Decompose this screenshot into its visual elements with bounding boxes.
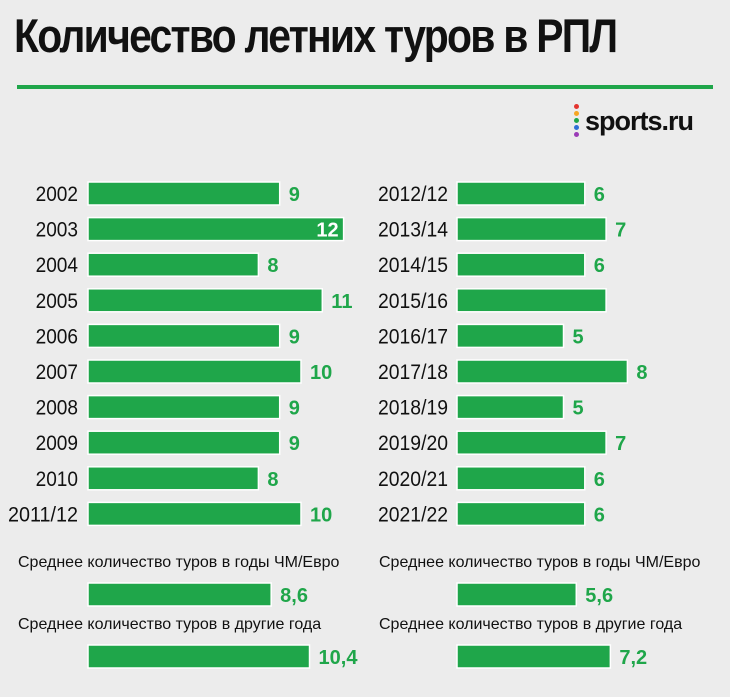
category-label: 2005: [36, 290, 78, 313]
value-label: 5: [573, 398, 584, 420]
logo-dot: [574, 111, 579, 116]
bar: [456, 181, 586, 206]
category-label: 2020/21: [378, 468, 448, 491]
value-label: 6: [594, 184, 605, 206]
logo-dot: [574, 104, 579, 109]
logo-text: sports.ru: [585, 105, 694, 136]
bar: [87, 394, 281, 420]
bar: [87, 501, 302, 527]
value-label: 5: [573, 326, 584, 348]
value-label: 6: [594, 255, 605, 277]
category-label: 2010: [36, 468, 78, 491]
value-label: 11: [331, 291, 352, 313]
category-label: 2013/14: [378, 219, 448, 242]
category-label: 2008: [36, 397, 78, 420]
summary-bar: [87, 644, 311, 669]
sports-ru-logo: sports.ru: [574, 104, 694, 138]
summary-label: Среднее количество туров в годы ЧМ/Евро: [18, 554, 339, 571]
logo-dots-icon: [574, 104, 580, 138]
category-label: 2007: [36, 361, 78, 384]
value-label: 8: [267, 469, 278, 491]
bar: [456, 359, 629, 384]
value-label: 7: [615, 433, 626, 455]
category-label: 2012/12: [378, 183, 448, 206]
value-label: 7: [615, 220, 626, 242]
category-label: 2002: [36, 183, 78, 206]
summary-value-label: 8,6: [280, 585, 308, 607]
logo-dot: [574, 132, 579, 137]
category-label: 2017/18: [378, 361, 448, 384]
value-label: 10: [310, 504, 332, 526]
bar: [456, 466, 586, 491]
value-label: 6: [594, 469, 605, 491]
summary-label: Среднее количество туров в годы ЧМ/Евро: [379, 554, 700, 571]
bar: [456, 501, 586, 527]
summary-label: Среднее количество туров в другие года: [18, 616, 321, 633]
value-label: 8: [267, 255, 278, 277]
value-label: 9: [289, 184, 300, 206]
value-label: 6: [594, 504, 605, 526]
value-label: 9: [289, 433, 300, 455]
logo-dot: [574, 118, 579, 123]
bar: [456, 323, 565, 349]
category-label: 2011/12: [8, 503, 78, 526]
category-label: 2009: [36, 432, 78, 455]
bar: [87, 430, 281, 455]
category-label: 2015/16: [378, 290, 448, 313]
summary-value-label: 10,4: [319, 647, 359, 669]
value-label: 9: [289, 398, 300, 420]
chart-title: Количество летних туров в РПЛ: [14, 9, 618, 62]
bar: [87, 252, 260, 277]
category-label: 2018/19: [378, 397, 448, 420]
summary-bar: [456, 644, 612, 669]
category-label: 2019/20: [378, 432, 448, 455]
bar: [87, 288, 324, 313]
bar: [87, 359, 302, 384]
bar: [456, 394, 565, 420]
bar: [87, 216, 345, 242]
category-label: 2021/22: [378, 503, 448, 526]
value-label: 8: [636, 362, 647, 384]
bar: [456, 288, 607, 313]
summary-bar: [87, 582, 272, 607]
title-rule: [17, 85, 713, 89]
bar: [87, 466, 260, 491]
logo-dot: [574, 125, 579, 130]
category-label: 2003: [36, 219, 78, 242]
category-label: 2004: [36, 254, 79, 277]
category-label: 2014/15: [378, 254, 448, 277]
summary-value-label: 7,2: [619, 647, 647, 669]
bar: [87, 323, 281, 349]
value-label: 9: [289, 326, 300, 348]
summary-value-label: 5,6: [585, 585, 613, 607]
value-label: 12: [316, 220, 338, 242]
category-label: 2006: [36, 325, 78, 348]
bar: [87, 181, 281, 206]
summary-label: Среднее количество туров в другие года: [379, 616, 682, 633]
summary-bar: [456, 582, 578, 607]
bar: [456, 216, 607, 242]
category-label: 2016/17: [378, 325, 448, 348]
value-label: 10: [310, 362, 332, 384]
bar: [456, 252, 586, 277]
bar: [456, 430, 607, 455]
